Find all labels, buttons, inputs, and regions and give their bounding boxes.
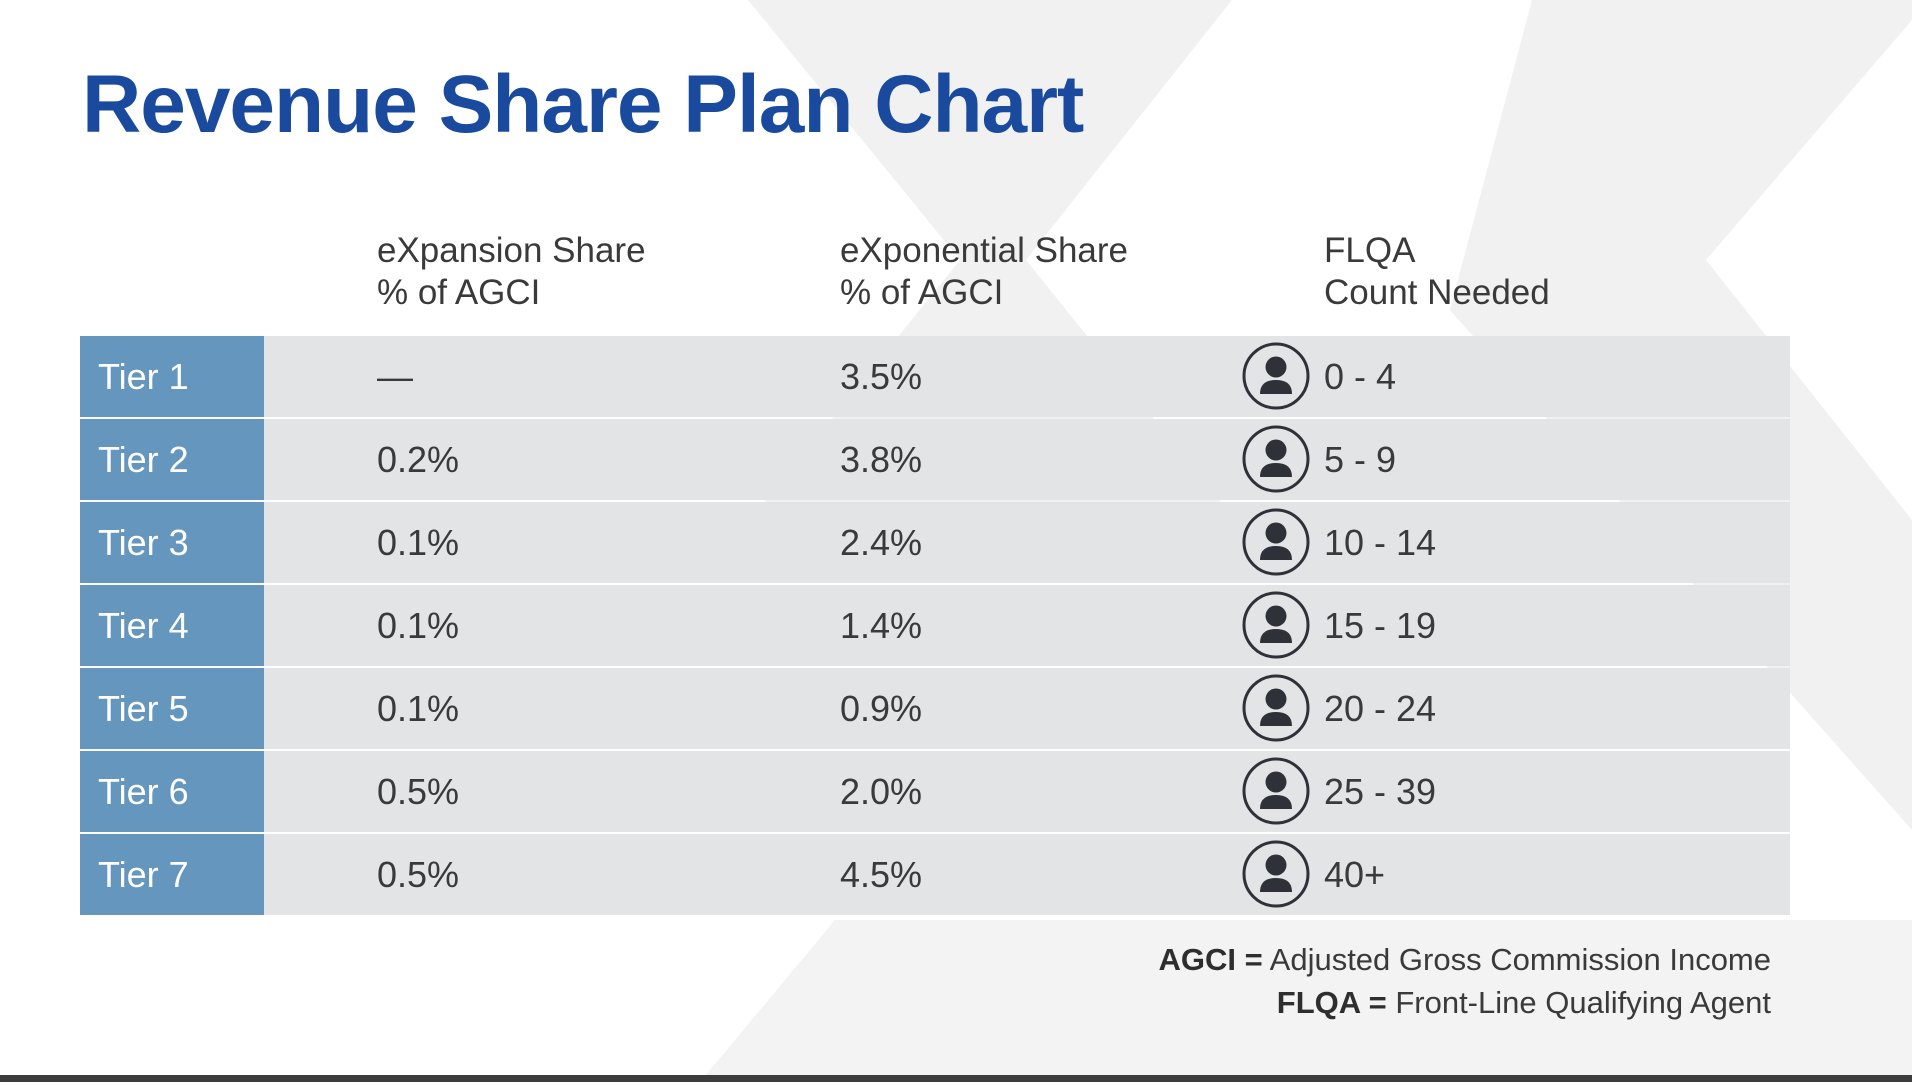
flqa-count-value: 25 - 39	[1324, 770, 1437, 812]
flqa-count-value: 40+	[1324, 853, 1386, 895]
header-line: Count Needed	[1324, 273, 1550, 312]
exponential-share-value: 2.4%	[840, 521, 923, 563]
header-line: eXponential Share	[840, 231, 1128, 270]
legend-term: AGCI =	[1158, 942, 1263, 977]
expansion-share-value: 0.2%	[377, 438, 460, 480]
flqa-count-value: 15 - 19	[1324, 604, 1437, 646]
tier-label: Tier 2	[80, 419, 264, 500]
tier-label: Tier 1	[80, 336, 264, 417]
tier-label: Tier 4	[80, 585, 264, 666]
expansion-share-value: 0.5%	[377, 770, 460, 812]
exponential-share-value: 4.5%	[840, 853, 923, 895]
exponential-share-value: 1.4%	[840, 604, 923, 646]
exponential-share-value: 0.9%	[840, 687, 923, 729]
revenue-share-table: eXpansion Share % of AGCI eXponential Sh…	[80, 230, 1790, 917]
flqa-count-header: FLQA Count Needed	[1324, 230, 1550, 314]
table-row: Tier 5 0.1% 0.9% 20 - 24	[80, 668, 1790, 749]
person-icon	[1242, 674, 1310, 742]
expansion-share-value: 0.5%	[377, 853, 460, 895]
person-icon	[1242, 508, 1310, 576]
bottom-border	[0, 1075, 1912, 1082]
table-row: Tier 3 0.1% 2.4% 10 - 14	[80, 502, 1790, 583]
table-body: Tier 1 — 3.5% 0 - 4 Tier 2 0.2% 3.8% 5 -…	[80, 336, 1790, 915]
flqa-count-value: 0 - 4	[1324, 355, 1397, 397]
legend-definition: Adjusted Gross Commission Income	[1262, 942, 1771, 977]
table-row: Tier 4 0.1% 1.4% 15 - 19	[80, 585, 1790, 666]
exponential-share-value: 2.0%	[840, 770, 923, 812]
person-icon	[1242, 840, 1310, 908]
table-row: Tier 7 0.5% 4.5% 40+	[80, 834, 1790, 915]
legend-definition: Front-Line Qualifying Agent	[1386, 985, 1771, 1020]
flqa-count-value: 20 - 24	[1324, 687, 1437, 729]
abbreviation-legend: AGCI = Adjusted Gross Commission Income …	[1159, 938, 1771, 1024]
exponential-share-header: eXponential Share % of AGCI	[840, 230, 1128, 314]
person-icon	[1242, 757, 1310, 825]
expansion-share-header: eXpansion Share % of AGCI	[377, 230, 646, 314]
person-icon	[1242, 591, 1310, 659]
person-icon	[1242, 342, 1310, 410]
header-line: % of AGCI	[840, 273, 1004, 312]
exponential-share-value: 3.8%	[840, 438, 923, 480]
tier-label: Tier 5	[80, 668, 264, 749]
flqa-count-value: 10 - 14	[1324, 521, 1437, 563]
header-line: eXpansion Share	[377, 231, 646, 270]
table-row: Tier 6 0.5% 2.0% 25 - 39	[80, 751, 1790, 832]
legend-term: FLQA =	[1276, 985, 1387, 1020]
legend-item-flqa: FLQA = Front-Line Qualifying Agent	[1159, 981, 1771, 1024]
table-row: Tier 1 — 3.5% 0 - 4	[80, 336, 1790, 417]
table-header: eXpansion Share % of AGCI eXponential Sh…	[80, 230, 1790, 336]
legend-item-agci: AGCI = Adjusted Gross Commission Income	[1159, 938, 1771, 981]
tier-label: Tier 6	[80, 751, 264, 832]
expansion-share-value: 0.1%	[377, 687, 460, 729]
header-line: % of AGCI	[377, 273, 541, 312]
header-line: FLQA	[1324, 231, 1416, 270]
tier-label: Tier 3	[80, 502, 264, 583]
flqa-count-value: 5 - 9	[1324, 438, 1397, 480]
person-icon	[1242, 425, 1310, 493]
page-title: Revenue Share Plan Chart	[82, 59, 1084, 150]
tier-label: Tier 7	[80, 834, 264, 915]
expansion-share-value: 0.1%	[377, 604, 460, 646]
table-row: Tier 2 0.2% 3.8% 5 - 9	[80, 419, 1790, 500]
expansion-share-value: 0.1%	[377, 521, 460, 563]
expansion-share-value: —	[377, 355, 413, 397]
exponential-share-value: 3.5%	[840, 355, 923, 397]
